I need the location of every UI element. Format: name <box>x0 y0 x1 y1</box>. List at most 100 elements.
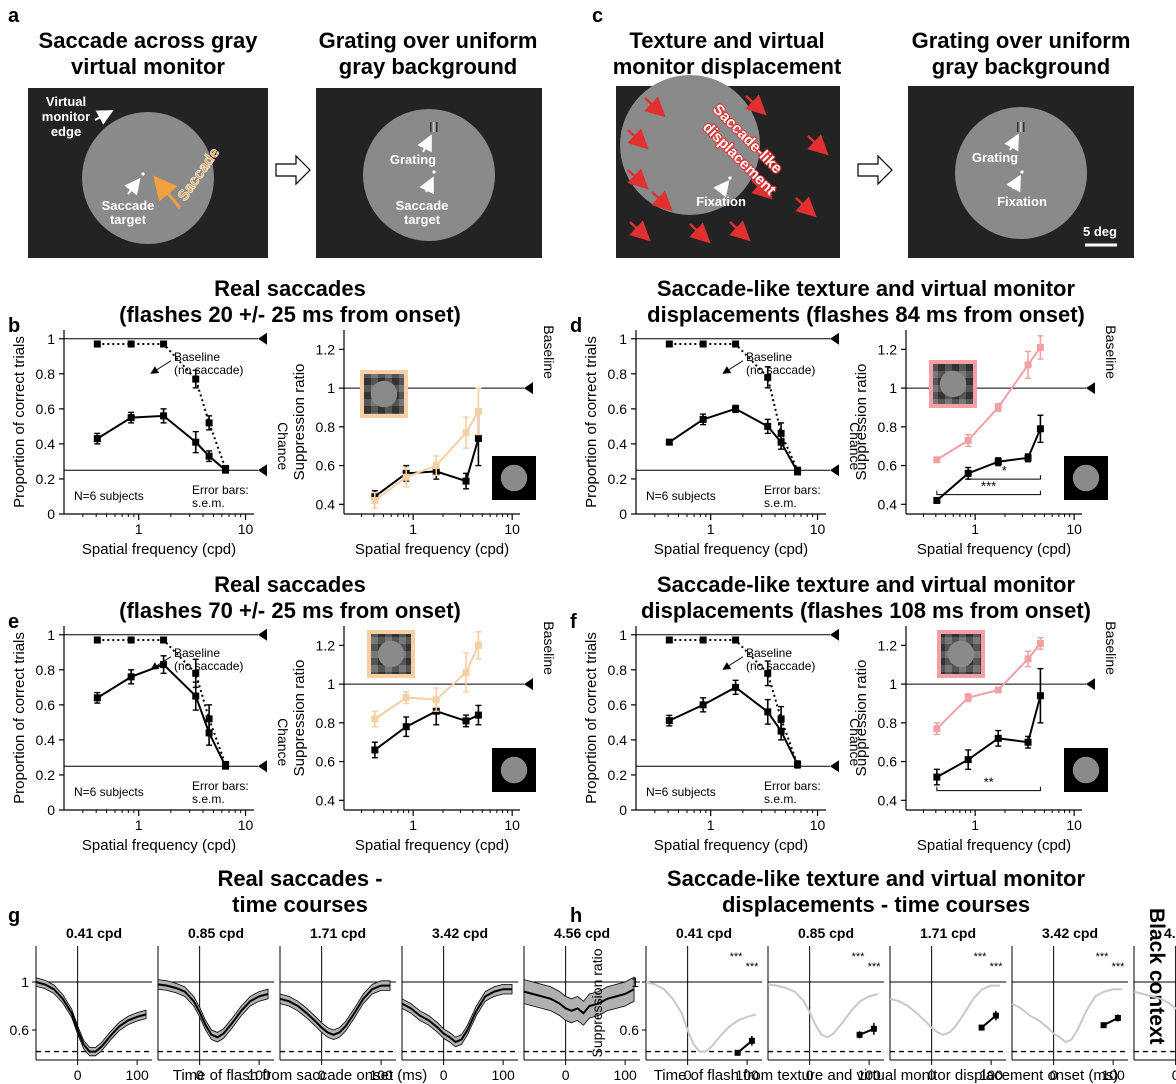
f_left-n-note: N=6 subjects <box>646 785 716 799</box>
h_timecourses-subplot-x-tick-label: 100 <box>735 1067 759 1083</box>
d_right-series-1-point <box>964 436 972 444</box>
e_left-series-0-point <box>160 661 168 669</box>
g_timecourses-subplot-title: 3.42 cpd <box>432 925 488 941</box>
fixation-dot-2 <box>1020 170 1024 174</box>
b_right-texture-inset <box>360 370 408 418</box>
d_right-series-1-point <box>1024 361 1032 369</box>
f_right-reference-marker <box>1086 678 1095 691</box>
b_left-y-tick-label: 0.2 <box>36 471 56 487</box>
f_left-y-tick-label: 0.8 <box>608 662 628 678</box>
panel-letter-b: b <box>8 315 20 337</box>
d_right-series-1-point <box>994 403 1002 411</box>
e_right-x-tick-label: 10 <box>504 817 520 833</box>
d_right-y-tick-label: 1.2 <box>878 341 898 357</box>
b_left-baseline-note-2: (no saccade) <box>174 363 243 377</box>
e_left-series-1-point <box>93 636 101 644</box>
d_right-significance-bracket <box>936 490 1041 496</box>
b_left-series-1-point <box>205 419 213 427</box>
h_timecourses-subplot-point <box>734 1049 741 1056</box>
title-b-2: (flashes 20 +/- 25 ms from onset) <box>119 302 461 327</box>
h_timecourses-subplot-stars-2: *** <box>746 961 760 973</box>
f_left-reference-marker <box>830 628 839 641</box>
target-dot-2 <box>432 170 436 174</box>
h_timecourses-subplot-point <box>1114 1015 1121 1021</box>
f_left-x-tick-label: 10 <box>810 817 826 833</box>
e_left-x-label: Spatial frequency (cpd) <box>82 837 236 854</box>
title-b-1: Real saccades <box>214 276 366 301</box>
f_left-series-1-point <box>764 669 772 677</box>
f_right-series-1-point <box>964 694 972 702</box>
e_left-series-1-point <box>127 636 135 644</box>
e_left-y-label: Proportion of correct trials <box>11 632 28 804</box>
f_right-significance-label: ** <box>984 775 994 790</box>
label-grating-a: Grating <box>390 152 436 167</box>
d_right-x-tick-label: 10 <box>1066 521 1082 537</box>
f_left-x-label: Spatial frequency (cpd) <box>654 837 808 854</box>
grating-patch-a <box>430 122 438 132</box>
b_right-series-1-point <box>462 429 470 437</box>
d_right-baseline-label: Baseline <box>1103 325 1119 379</box>
d_left-x-label: Spatial frequency (cpd) <box>654 541 808 558</box>
panel-letter-d: d <box>570 315 582 337</box>
h_timecourses-subplot-x-tick-label: 100 <box>857 1067 881 1083</box>
h_timecourses-subplot-point <box>992 1012 999 1019</box>
h_timecourses-subplot-x-tick-label: 100 <box>979 1067 1003 1083</box>
f_right-y-label: Suppression ratio <box>853 660 870 777</box>
h_timecourses-subplot-title: 4.56 cpd <box>1164 925 1176 941</box>
d_left-series-1-point <box>665 340 673 348</box>
b_left-y-tick-label: 1 <box>47 331 55 347</box>
panel-a-left-title-1: Saccade across gray <box>39 28 259 53</box>
g_timecourses-y-tick-label: 0.6 <box>10 1022 30 1038</box>
d_left-series-1-point <box>794 466 802 474</box>
b_right-series-1-point <box>474 407 482 415</box>
e_right-baseline-label: Baseline <box>541 621 557 675</box>
f_right-series-1-point <box>1024 655 1032 663</box>
e_right-reference-marker <box>524 678 533 691</box>
b_right-texture-inset-disc <box>370 380 398 408</box>
h_timecourses-subplot-title: 1.71 cpd <box>920 925 976 941</box>
d_left-y-tick-label: 0 <box>619 506 627 522</box>
b_left-chance-label: Chance <box>275 422 291 470</box>
d_right-texture-inset-disc <box>939 370 967 398</box>
h_timecourses-subplot-title: 3.42 cpd <box>1042 925 1098 941</box>
e_right-y-tick-label: 0.6 <box>316 754 336 770</box>
f_left-baseline-note: Baseline <box>746 646 792 660</box>
g_timecourses-subplot-x-tick-label: 100 <box>491 1067 515 1083</box>
e_right-series-1-point <box>402 694 410 702</box>
row-letters: b d e f g h <box>8 315 582 927</box>
e_right-series-0-point <box>462 717 470 725</box>
b_left-series-1-line <box>97 343 227 469</box>
fixation-dot-1 <box>728 176 732 180</box>
f_right-y-tick-label: 0.8 <box>878 715 898 731</box>
d_right-y-tick-label: 0.4 <box>878 496 898 512</box>
panel-letter-c: c <box>592 5 603 27</box>
e_right-y-tick-label: 0.8 <box>316 715 336 731</box>
h_timecourses-y-tick-label: 0.6 <box>620 1022 640 1038</box>
b_right-y-tick-label: 0.8 <box>316 419 336 435</box>
h_timecourses-subplot-stars: *** <box>1096 951 1110 963</box>
h_timecourses-subplot-point <box>870 1025 877 1032</box>
g_timecourses-subplot-sem-band <box>35 977 147 1057</box>
row-titles: Real saccades (flashes 20 +/- 25 ms from… <box>119 276 1091 917</box>
d_left-y-tick-label: 1 <box>619 331 627 347</box>
f_right-baseline-label: Baseline <box>1103 621 1119 675</box>
d_right-y-label: Suppression ratio <box>853 364 870 481</box>
f_right-series-0-point <box>1036 692 1044 700</box>
f_left-y-tick-label: 0.2 <box>608 767 628 783</box>
e_left-n-note: N=6 subjects <box>74 785 144 799</box>
label-monitor-edge-1: Virtual <box>46 94 86 109</box>
e_right-series-0-point <box>402 723 410 731</box>
title-d-1: Saccade-like texture and virtual monitor <box>657 276 1076 301</box>
h_timecourses-subplot-stars: *** <box>852 951 866 963</box>
d_right-x-tick-label: 1 <box>971 521 979 537</box>
h_timecourses-subplot-stars-2: *** <box>868 961 882 973</box>
label-monitor-edge-3: edge <box>51 124 81 139</box>
e_right-series-1-point <box>371 715 379 723</box>
d_right-series-0-point <box>964 469 972 477</box>
f_left-series-1-point <box>699 636 707 644</box>
b_right-chart: 1 10 Spatial frequency (cpd) 0.4 0.6 0.8 1 1.2 S… <box>291 325 557 558</box>
g_timecourses-subplot-mean-line <box>35 981 147 1053</box>
h_timecourses-subplot-stars-2: *** <box>990 961 1004 973</box>
